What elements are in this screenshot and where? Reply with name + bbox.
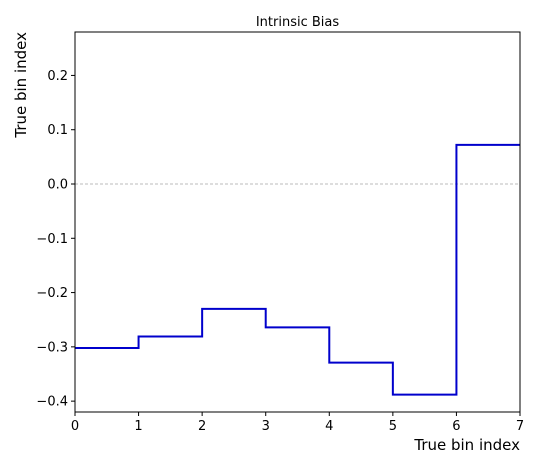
x-tick-label: 6 [452,419,460,434]
plot-area [75,32,520,412]
y-tick-label: −0.1 [36,232,68,247]
y-tick-label: −0.2 [36,286,68,301]
x-tick-label: 0 [71,419,79,434]
y-tick-label: −0.3 [36,340,68,355]
y-tick-label: 0.2 [47,69,68,84]
x-tick-label: 2 [198,419,206,434]
series-layer [75,143,520,396]
y-tick-label: −0.4 [36,395,68,410]
x-axis-ticks: 0 1 2 3 4 5 6 7 [71,412,524,434]
chart-title: Intrinsic Bias [256,15,340,30]
x-tick-label: 5 [389,419,397,434]
x-tick-label: 1 [134,419,142,434]
x-tick-label: 7 [516,419,524,434]
plot-frame [74,31,521,413]
bias-step-series-0 [75,143,520,396]
x-tick-label: 3 [262,419,270,434]
y-tick-label: 0.0 [47,178,68,193]
x-tick-label: 4 [325,419,333,434]
x-axis-label: True bin index [413,436,520,454]
y-axis-ticks: −0.4 −0.3 −0.2 −0.1 0.0 0.1 0.2 [36,69,75,410]
y-tick-label: 0.1 [47,123,68,138]
y-axis-label: True bin index [12,32,30,139]
